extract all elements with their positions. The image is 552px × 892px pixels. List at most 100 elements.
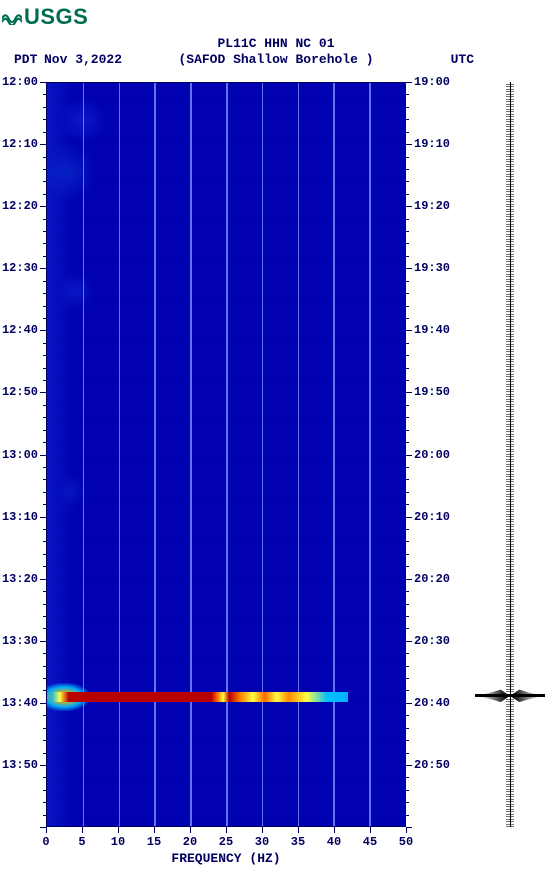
y-minor-tick-left [43,492,46,493]
y-minor-tick-right [406,442,409,443]
x-tick [46,827,47,833]
x-tick [82,827,83,833]
y-minor-tick-left [43,219,46,220]
y-minor-tick-left [43,728,46,729]
y-minor-tick-left [43,591,46,592]
y-tick-right [406,641,412,642]
seismogram-event [475,689,545,703]
x-label: 50 [399,835,413,849]
x-tick [262,827,263,833]
y-minor-tick-left [43,715,46,716]
y-minor-tick-left [43,132,46,133]
y-minor-tick-left [43,442,46,443]
y-minor-tick-left [43,541,46,542]
y-tick-left [40,703,46,704]
y-minor-tick-left [43,119,46,120]
y-minor-tick-left [43,653,46,654]
y-minor-tick-right [406,777,409,778]
y-tick-left [40,455,46,456]
y-minor-tick-left [43,815,46,816]
y-label-left: 12:40 [2,323,38,337]
y-minor-tick-right [406,678,409,679]
y-minor-tick-left [43,604,46,605]
spectrogram-gridline [83,83,85,826]
y-minor-tick-left [43,690,46,691]
x-tick [406,827,407,833]
y-label-left: 13:50 [2,758,38,772]
y-minor-tick-left [43,107,46,108]
y-minor-tick-left [43,790,46,791]
y-minor-tick-left [43,243,46,244]
y-minor-tick-right [406,715,409,716]
y-minor-tick-right [406,243,409,244]
y-label-left: 12:10 [2,137,38,151]
y-label-right: 20:10 [414,510,450,524]
y-minor-tick-right [406,653,409,654]
y-label-left: 13:20 [2,572,38,586]
x-axis: 05101520253035404550 FREQUENCY (HZ) [46,827,406,867]
y-tick-right [406,268,412,269]
y-minor-tick-right [406,628,409,629]
y-minor-tick-left [43,417,46,418]
x-tick [154,827,155,833]
y-tick-left [40,392,46,393]
y-minor-tick-left [43,666,46,667]
y-tick-left [40,765,46,766]
y-tick-right [406,455,412,456]
y-minor-tick-left [43,306,46,307]
y-tick-left [40,206,46,207]
x-tick [190,827,191,833]
y-minor-tick-right [406,541,409,542]
x-label: 20 [183,835,197,849]
y-minor-tick-left [43,529,46,530]
y-minor-tick-right [406,169,409,170]
plot-title: PL11C HHN NC 01 [0,36,552,51]
y-minor-tick-left [43,157,46,158]
y-tick-right [406,765,412,766]
y-minor-tick-right [406,529,409,530]
y-minor-tick-left [43,753,46,754]
y-minor-tick-right [406,417,409,418]
y-label-right: 20:20 [414,572,450,586]
y-label-right: 19:20 [414,199,450,213]
y-minor-tick-right [406,467,409,468]
spectrogram-gridline [298,83,300,826]
x-axis-title: FREQUENCY (HZ) [46,851,406,866]
y-minor-tick-left [43,678,46,679]
y-label-right: 19:40 [414,323,450,337]
y-minor-tick-right [406,107,409,108]
y-minor-tick-right [406,616,409,617]
right-timezone-label: UTC [451,52,474,67]
x-tick [118,827,119,833]
y-label-left: 13:40 [2,696,38,710]
spectrogram-event-band [51,692,348,702]
y-minor-tick-left [43,554,46,555]
y-label-right: 19:30 [414,261,450,275]
y-tick-right [406,206,412,207]
y-tick-left [40,330,46,331]
y-minor-tick-right [406,293,409,294]
spectrogram-gridline [190,83,192,826]
y-minor-tick-right [406,492,409,493]
y-tick-right [406,517,412,518]
y-label-left: 12:00 [2,75,38,89]
y-label-right: 20:50 [414,758,450,772]
y-minor-tick-left [43,318,46,319]
x-label: 0 [42,835,49,849]
y-tick-left [40,517,46,518]
usgs-logo-text: USGS [24,4,88,30]
y-label-right: 20:00 [414,448,450,462]
spectrogram-gridline [226,83,228,826]
y-tick-right [406,330,412,331]
y-minor-tick-left [43,504,46,505]
y-label-left: 12:20 [2,199,38,213]
y-minor-tick-left [43,380,46,381]
spectrogram-gridline [119,83,121,826]
y-tick-left [40,144,46,145]
y-label-right: 19:10 [414,137,450,151]
y-minor-tick-right [406,318,409,319]
seismogram-noise [506,82,514,827]
y-minor-tick-left [43,343,46,344]
y-minor-tick-right [406,566,409,567]
y-minor-tick-right [406,690,409,691]
